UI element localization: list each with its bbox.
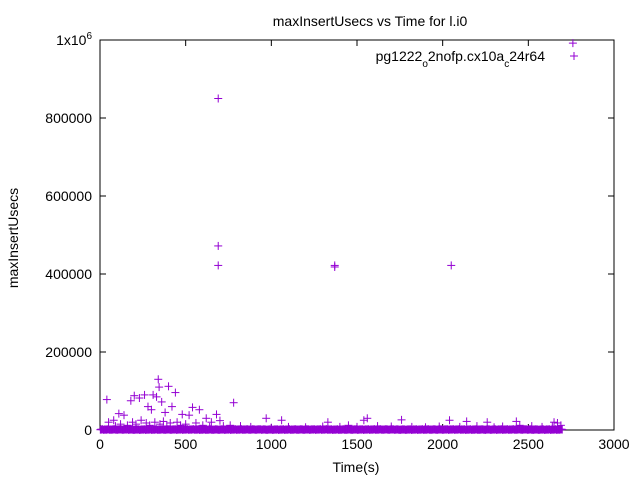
y-tick-label: 0 [84, 422, 92, 438]
x-tick-label: 0 [96, 436, 104, 452]
data-point [140, 390, 149, 399]
x-axis: 0 500 1000 1500 2000 2500 3000 [96, 40, 630, 452]
x-tick-label: 500 [174, 436, 198, 452]
data-point [157, 397, 166, 406]
data-point [130, 391, 139, 400]
data-point [114, 409, 123, 418]
data-point [161, 408, 170, 417]
data-point [445, 416, 454, 425]
data-point [212, 410, 221, 419]
y-axis-label: maxInsertUsecs [5, 188, 21, 288]
data-point [447, 261, 456, 270]
data-point [185, 411, 194, 420]
x-tick-label: 2000 [427, 436, 458, 452]
data-point [215, 416, 224, 425]
data-point [462, 417, 471, 426]
data-point [195, 405, 204, 414]
data-point [109, 416, 118, 425]
data-point [323, 418, 332, 427]
data-point [126, 396, 135, 405]
data-point [104, 418, 113, 427]
legend-marker [570, 52, 578, 60]
y-tick-label: 200000 [45, 344, 92, 360]
y-tick-label: 600000 [45, 188, 92, 204]
data-point [214, 261, 223, 270]
data-point [214, 94, 223, 103]
data-point [150, 418, 159, 427]
y-tick-label-top: 1x106 [56, 31, 92, 48]
data-point [171, 388, 180, 397]
x-tick-label: 3000 [598, 436, 629, 452]
data-point [149, 390, 158, 399]
data-point [152, 392, 161, 401]
data-point [512, 417, 521, 426]
data-point [568, 39, 577, 48]
data-point [154, 375, 163, 384]
data-point [164, 382, 173, 391]
data-point [155, 383, 164, 392]
data-point [207, 418, 216, 427]
data-point [397, 415, 406, 424]
data-point [102, 395, 111, 404]
x-tick-label: 2500 [513, 436, 544, 452]
data-point [178, 410, 187, 419]
data-point [229, 398, 238, 407]
y-tick-label: 800000 [45, 110, 92, 126]
data-point [363, 414, 372, 423]
legend-label: pg1222o2nofp.cx10ac24r64 [376, 48, 546, 70]
data-point-dense [558, 425, 567, 434]
data-point [483, 418, 492, 427]
data-point [550, 418, 559, 427]
data-point [128, 418, 137, 427]
data-point [330, 262, 339, 271]
y-axis: 0 200000 400000 600000 800000 1x106 [45, 31, 614, 438]
data-point [359, 416, 368, 425]
legend: pg1222o2nofp.cx10ac24r64 [376, 48, 578, 70]
y-tick-label: 400000 [45, 266, 92, 282]
x-tick-label: 1000 [256, 436, 287, 452]
data-point [119, 411, 128, 420]
chart-title: maxInsertUsecs vs Time for l.i0 [273, 13, 468, 29]
data-point [202, 414, 211, 423]
data-point [262, 414, 271, 423]
data-point [137, 416, 146, 425]
data-point [167, 402, 176, 411]
data-point [188, 403, 197, 412]
data-point [214, 241, 223, 250]
plot-frame [99, 39, 615, 431]
data-point [277, 416, 286, 425]
data-point [135, 394, 144, 403]
plot-border [99, 39, 615, 431]
data-point [147, 405, 156, 414]
data-points [96, 39, 577, 434]
x-tick-label: 1500 [341, 436, 372, 452]
data-point [159, 417, 168, 426]
data-point [166, 418, 175, 427]
x-axis-label: Time(s) [333, 459, 380, 475]
